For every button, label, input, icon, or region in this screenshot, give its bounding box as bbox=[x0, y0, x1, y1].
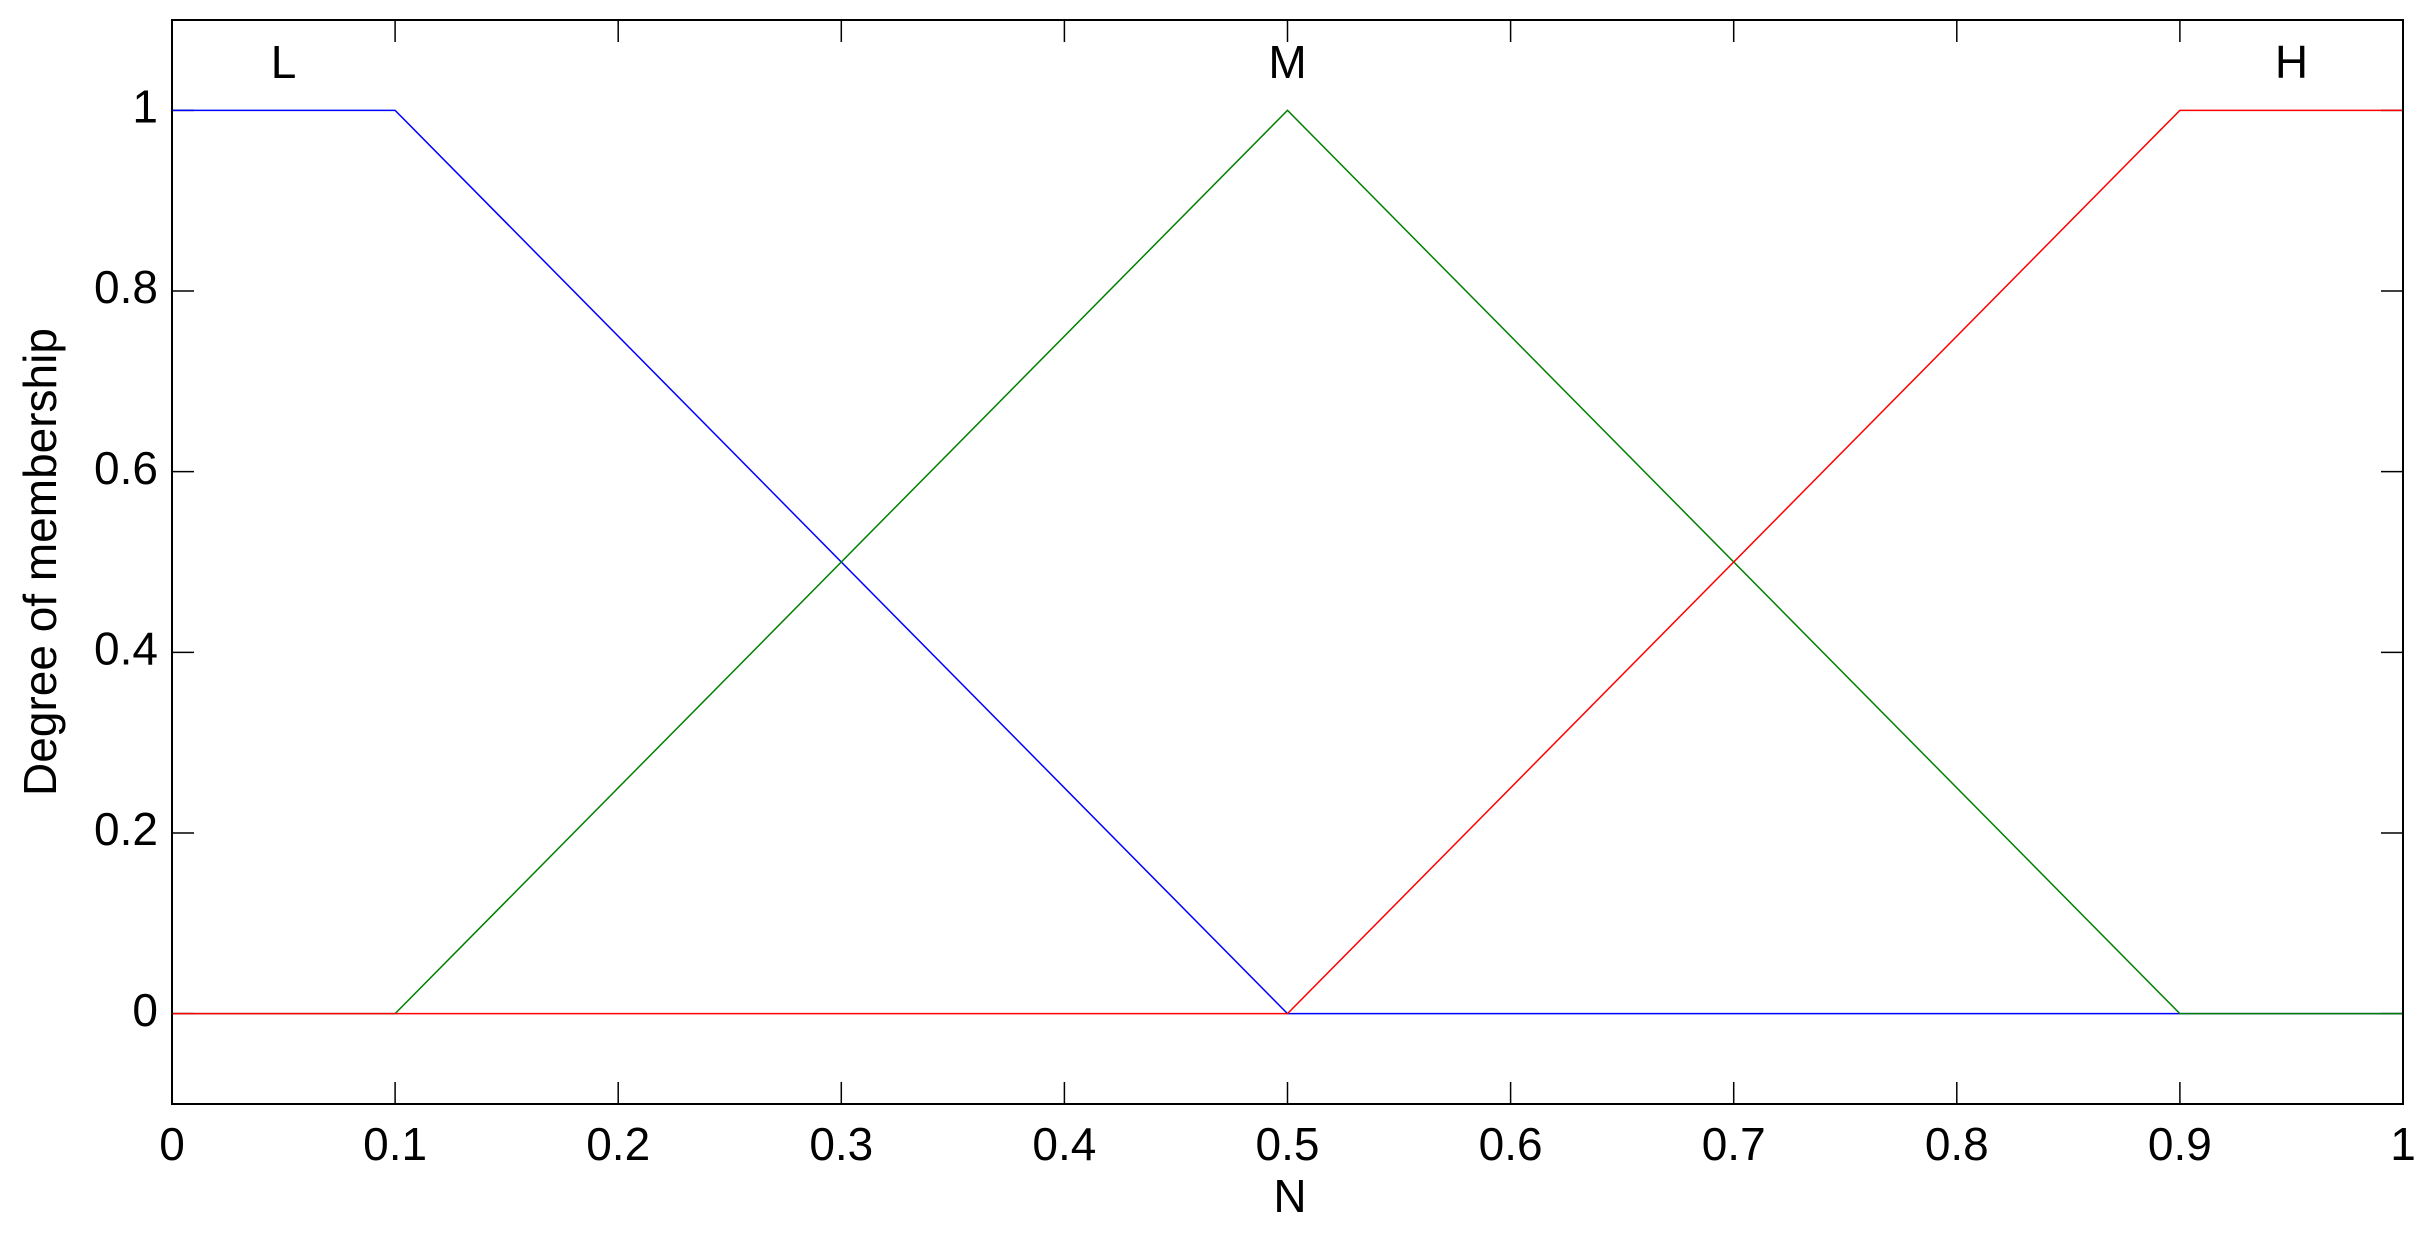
y-tick-label: 0.4 bbox=[94, 622, 158, 674]
series-label: H bbox=[2275, 36, 2308, 88]
plot-frame bbox=[171, 19, 2404, 1105]
x-tick-label: 0.8 bbox=[1925, 1118, 1989, 1170]
x-tick-label: 1 bbox=[2390, 1118, 2416, 1170]
x-tick-label: 0 bbox=[159, 1118, 185, 1170]
y-tick-label: 0.2 bbox=[94, 803, 158, 855]
x-tick-label: 0.4 bbox=[1032, 1118, 1096, 1170]
x-tick-label: 0.6 bbox=[1479, 1118, 1543, 1170]
series-line bbox=[172, 109, 2403, 1015]
series-label: L bbox=[271, 36, 297, 88]
x-axis-label: N bbox=[1273, 1170, 1306, 1222]
x-tick-label: 0.3 bbox=[809, 1118, 873, 1170]
x-tick-label: 0.7 bbox=[1702, 1118, 1766, 1170]
x-tick-label: 0.1 bbox=[363, 1118, 427, 1170]
x-tick-label: 0.9 bbox=[2148, 1118, 2212, 1170]
x-tick-label: 0.5 bbox=[1256, 1118, 1320, 1170]
y-axis-label: Degree of membership bbox=[14, 328, 66, 796]
y-tick-label: 0 bbox=[132, 984, 158, 1036]
series-label: M bbox=[1268, 36, 1306, 88]
y-tick-label: 1 bbox=[132, 80, 158, 132]
y-tick-label: 0.6 bbox=[94, 442, 158, 494]
y-tick-label: 0.8 bbox=[94, 261, 158, 313]
x-tick-label: 0.2 bbox=[586, 1118, 650, 1170]
